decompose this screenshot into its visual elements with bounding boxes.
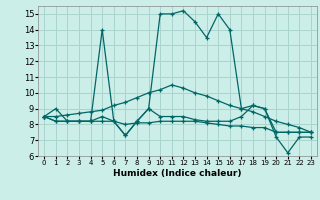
X-axis label: Humidex (Indice chaleur): Humidex (Indice chaleur) [113, 169, 242, 178]
